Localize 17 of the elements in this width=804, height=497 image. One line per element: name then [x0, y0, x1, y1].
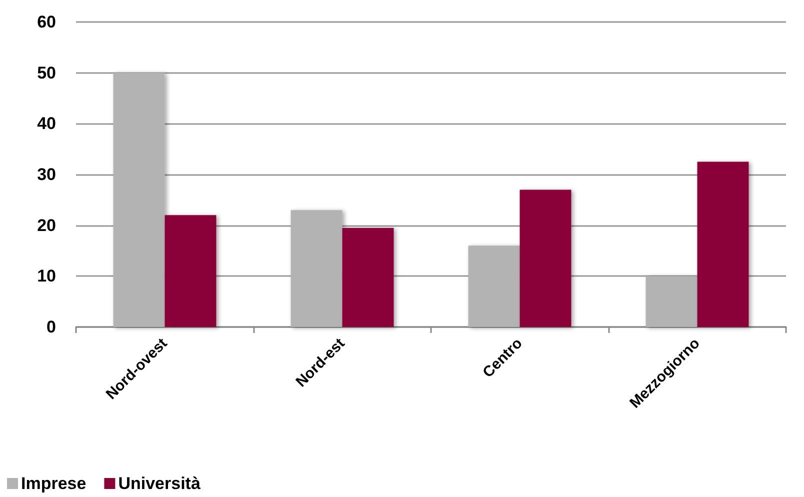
y-tick-label: 50 [37, 63, 56, 82]
bar [290, 210, 342, 327]
bar [646, 276, 698, 327]
y-tick-label: 0 [46, 318, 56, 336]
bar [164, 215, 216, 327]
bar [697, 162, 749, 327]
y-tick-label: 40 [37, 114, 56, 134]
y-tick-label: 10 [37, 266, 56, 286]
bar [520, 190, 572, 327]
bar [468, 246, 520, 327]
y-tick-label: 30 [37, 165, 56, 184]
legend-label: Università [118, 474, 201, 493]
bar [113, 72, 165, 327]
legend-label: Imprese [21, 474, 86, 493]
y-tick-label: 20 [37, 216, 56, 235]
bar [342, 228, 394, 327]
y-tick-label: 60 [37, 12, 56, 32]
